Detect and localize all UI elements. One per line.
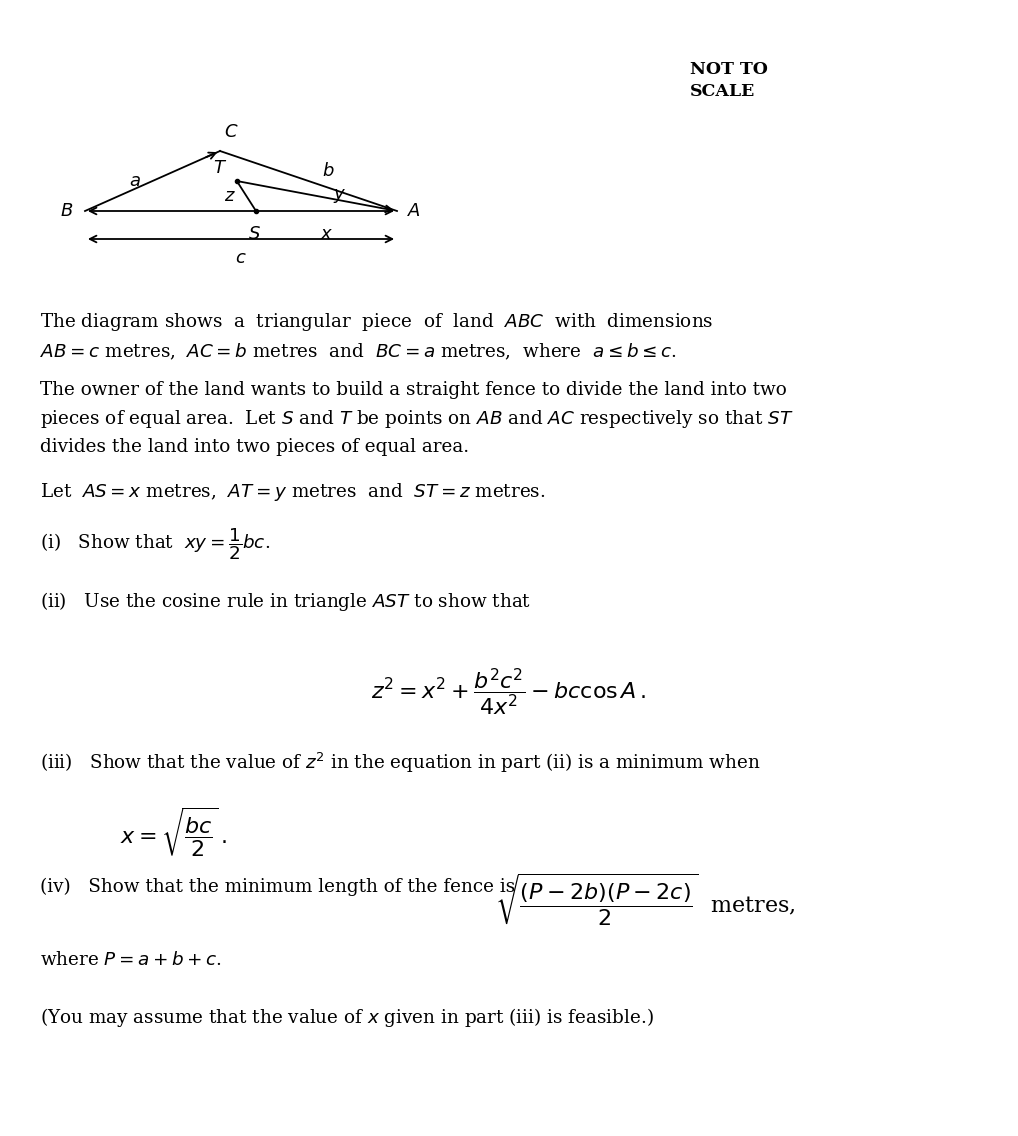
Text: $a$: $a$ — [128, 172, 140, 190]
Text: Let  $AS = x$ metres,  $AT = y$ metres  and  $ST = z$ metres.: Let $AS = x$ metres, $AT = y$ metres and… — [40, 481, 546, 503]
Text: where $P = a + b + c$.: where $P = a + b + c$. — [40, 951, 222, 969]
Text: $z$: $z$ — [225, 187, 236, 204]
Text: $b$: $b$ — [323, 162, 335, 179]
Text: $C$: $C$ — [224, 123, 238, 141]
Text: $B$: $B$ — [60, 202, 73, 220]
Text: $T$: $T$ — [213, 159, 227, 177]
Text: The owner of the land wants to build a straight fence to divide the land into tw: The owner of the land wants to build a s… — [40, 381, 794, 456]
Text: (You may assume that the value of $x$ given in part (iii) is feasible.): (You may assume that the value of $x$ gi… — [40, 1006, 654, 1029]
Text: (iv)   Show that the minimum length of the fence is: (iv) Show that the minimum length of the… — [40, 878, 515, 896]
Text: $y$: $y$ — [333, 187, 346, 204]
Text: $\sqrt{\dfrac{(P-2b)(P-2c)}{2}}$  metres,: $\sqrt{\dfrac{(P-2b)(P-2c)}{2}}$ metres, — [495, 872, 796, 928]
Text: $S$: $S$ — [247, 225, 261, 243]
Text: The diagram shows  a  triangular  piece  of  land  $\mathit{ABC}$  with  dimensi: The diagram shows a triangular piece of … — [40, 311, 714, 362]
Text: $c$: $c$ — [235, 249, 246, 267]
Text: $x$: $x$ — [320, 225, 333, 243]
Text: (i)   Show that  $xy = \dfrac{1}{2}bc$.: (i) Show that $xy = \dfrac{1}{2}bc$. — [40, 526, 270, 561]
Text: (ii)   Use the cosine rule in triangle $AST$ to show that: (ii) Use the cosine rule in triangle $AS… — [40, 590, 531, 613]
Text: (iii)   Show that the value of $z^2$ in the equation in part (ii) is a minimum w: (iii) Show that the value of $z^2$ in th… — [40, 751, 760, 775]
Text: $z^2 = x^2 + \dfrac{b^2c^2}{4x^2} - bc\cos A\,.$: $z^2 = x^2 + \dfrac{b^2c^2}{4x^2} - bc\c… — [372, 666, 646, 718]
Text: $x = \sqrt{\dfrac{bc}{2}}\,.$: $x = \sqrt{\dfrac{bc}{2}}\,.$ — [120, 807, 227, 859]
Text: $A$: $A$ — [407, 202, 421, 220]
Text: NOT TO
SCALE: NOT TO SCALE — [690, 61, 768, 100]
